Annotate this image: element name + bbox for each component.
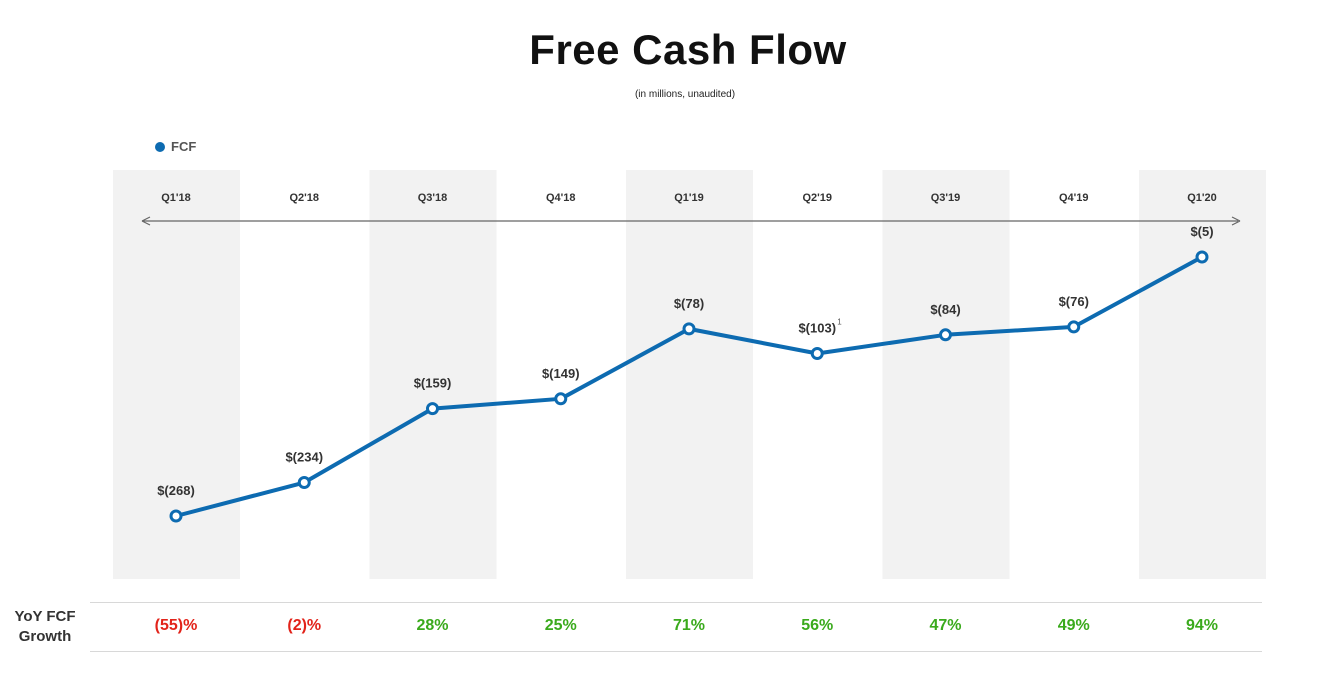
x-tick-label: Q3'18 bbox=[418, 192, 448, 204]
growth-value: 94% bbox=[1185, 617, 1219, 634]
data-point bbox=[1067, 320, 1081, 334]
data-point bbox=[297, 476, 311, 490]
x-tick-label: Q2'18 bbox=[289, 192, 319, 204]
x-tick-label: Q1'19 bbox=[674, 192, 704, 204]
data-label: $(268) bbox=[157, 483, 195, 498]
data-point bbox=[169, 509, 183, 523]
x-tick-label: Q1'18 bbox=[161, 192, 191, 204]
growth-value: 28% bbox=[416, 617, 449, 634]
footnote-marker: 1 bbox=[837, 318, 842, 327]
data-label: $(5) bbox=[1190, 224, 1213, 239]
growth-row-top-rule bbox=[90, 602, 1262, 603]
data-point bbox=[554, 392, 568, 406]
column-band-2 bbox=[369, 170, 497, 579]
column-band-6 bbox=[882, 170, 1010, 579]
x-tick-label: Q2'19 bbox=[802, 192, 832, 204]
data-point bbox=[426, 402, 439, 416]
growth-value: 25% bbox=[544, 617, 577, 634]
growth-value: 47% bbox=[929, 617, 962, 634]
data-point bbox=[939, 328, 952, 342]
growth-value: (55)% bbox=[154, 617, 198, 634]
time-arrow-left-head bbox=[141, 216, 151, 226]
column-band-4 bbox=[626, 170, 753, 579]
data-label: $(76) bbox=[1059, 294, 1089, 309]
growth-value: (2)% bbox=[287, 617, 322, 634]
time-arrow-right-head bbox=[1231, 216, 1241, 226]
growth-value: 56% bbox=[801, 617, 834, 634]
fcf-line-chart: Q1'18 Q2'18 Q3'18 Q4'18 Q1'19 Q2'19 Q3'19 Q4'19… bbox=[113, 170, 1266, 579]
x-tick-label: Q1'20 bbox=[1187, 192, 1217, 204]
growth-value: 49% bbox=[1057, 617, 1090, 634]
growth-row-bottom-rule bbox=[90, 651, 1262, 652]
chart-title: Free Cash Flow bbox=[529, 26, 847, 73]
legend-dot-icon bbox=[155, 141, 165, 152]
x-tick-label: Q3'19 bbox=[931, 192, 961, 204]
growth-row-label: YoY FCF Growth bbox=[4, 607, 86, 647]
growth-row-label-line2: Growth bbox=[18, 628, 72, 645]
data-label: $(234) bbox=[285, 450, 323, 465]
data-label: $(103) bbox=[798, 321, 836, 336]
data-label: $(159) bbox=[414, 376, 452, 391]
data-point bbox=[1195, 250, 1209, 264]
x-tick-label: Q4'18 bbox=[546, 192, 576, 204]
data-label: $(78) bbox=[674, 296, 704, 311]
column-band-8 bbox=[1139, 170, 1266, 579]
legend: FCF bbox=[155, 139, 196, 154]
growth-row-label-line1: YoY FCF bbox=[14, 608, 76, 625]
data-point bbox=[810, 347, 824, 361]
x-tick-label: Q4'19 bbox=[1059, 192, 1089, 204]
chart-subtitle: (in millions, unaudited) bbox=[634, 89, 736, 100]
growth-value: 71% bbox=[672, 617, 706, 634]
legend-label: FCF bbox=[171, 139, 197, 154]
data-point bbox=[682, 322, 696, 336]
data-label: $(84) bbox=[930, 302, 960, 317]
data-label: $(149) bbox=[542, 366, 580, 381]
